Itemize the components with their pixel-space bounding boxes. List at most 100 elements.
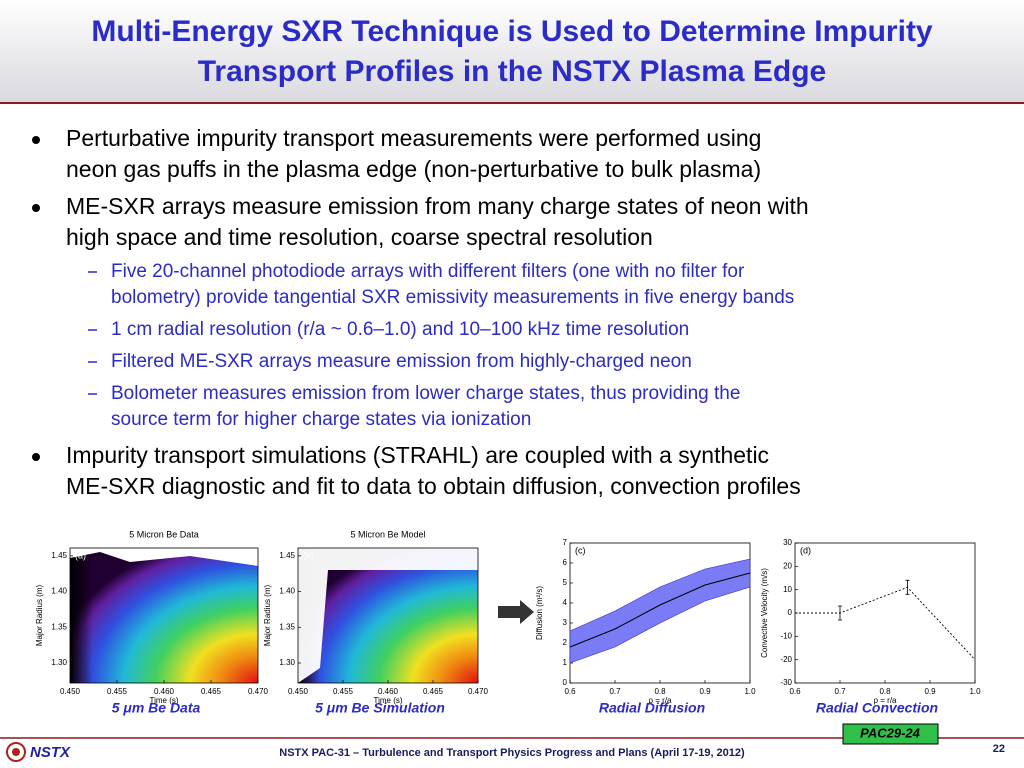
panel-tag: (a)	[75, 550, 86, 560]
x-tick-label: 0.9	[924, 687, 936, 696]
x-tick-label: 0.465	[201, 687, 222, 696]
x-tick-label: 1.0	[744, 687, 756, 696]
x-tick-label: 0.470	[468, 687, 489, 696]
y-tick-label: 1.35	[51, 622, 67, 631]
y-tick-label: 1.30	[51, 658, 67, 667]
sub-bullet-text: Bolometer measures emission from lower c…	[111, 383, 740, 404]
figure-caption: 5 μm Be Data	[112, 700, 201, 716]
x-tick-label: 0.8	[654, 687, 666, 696]
y-tick-label: 1.35	[279, 622, 295, 631]
x-tick-label: 0.8	[879, 687, 891, 696]
y-tick-label: 10	[783, 585, 792, 594]
badge	[842, 723, 939, 745]
bullet-text: neon gas puffs in the plasma edge (non-p…	[66, 156, 761, 182]
arrow	[498, 600, 534, 624]
bullet-marker	[32, 453, 40, 461]
x-axis-label: ρ = r/a	[873, 696, 897, 705]
y-tick-label: 7	[563, 538, 568, 547]
x-tick-label: 0.6	[564, 687, 576, 696]
y-tick-label: 5	[563, 578, 568, 587]
y-axis-label: Diffusion (m²/s)	[535, 586, 544, 640]
figure: (c) 0.6 0.7 0.8 0.9 1.0 0 1 2 3 4 5 6 7 ρ = r/a Diffusi…	[535, 538, 756, 716]
header-band	[0, 0, 1024, 102]
y-tick-label: -30	[780, 678, 792, 687]
heatmap-image	[298, 548, 478, 683]
y-tick-label: -10	[780, 631, 792, 640]
x-axis-label: ρ = r/a	[648, 696, 672, 705]
panel-tag: (c)	[575, 545, 586, 555]
logo-icon	[6, 742, 26, 762]
y-tick-label: 1.40	[51, 587, 67, 596]
y-tick-label: 30	[783, 538, 792, 547]
y-axis-label: Convective Velocity (m/s)	[760, 568, 769, 658]
x-tick-label: 0.450	[60, 687, 81, 696]
figure: (d) 0.6 0.7 0.8 0.9 1.0 -30 -20 -10 0 10 20 30 ρ = r/…	[760, 538, 981, 716]
y-tick-label: 1.45	[279, 551, 295, 560]
data-line	[569, 572, 751, 648]
sub-bullet-text: Filtered ME-SXR arrays measure emission …	[111, 351, 692, 372]
x-tick-label: 0.450	[288, 687, 309, 696]
x-tick-label: 0.7	[609, 687, 621, 696]
figure-title: 5 Micron Be Data	[129, 529, 199, 539]
y-tick-label: 2	[563, 638, 568, 647]
panel-tag: (b)	[303, 550, 314, 560]
title-line: Transport Profiles in the NSTX Plasma Ed…	[198, 55, 827, 88]
heatmap-image	[70, 548, 258, 683]
x-axis-label: Time (s)	[149, 696, 178, 705]
bullet-marker	[32, 204, 40, 212]
sub-bullet-text: source term for higher charge states via…	[111, 409, 531, 430]
x-tick-label: 0.460	[154, 687, 175, 696]
heatmap-image	[70, 548, 258, 566]
figure-caption: 5 μm Be Simulation	[315, 700, 445, 716]
plot-frame	[794, 542, 976, 684]
y-tick-label: -20	[780, 655, 792, 664]
x-tick-label: 0.455	[107, 687, 128, 696]
x-axis-label: Time (s)	[373, 696, 402, 705]
x-tick-label: 0.7	[834, 687, 846, 696]
sub-bullet-text: 1 cm radial resolution (r/a ~ 0.6–1.0) a…	[111, 319, 689, 340]
title-line: Multi-Energy SXR Technique is Used to De…	[91, 15, 933, 48]
error-bar	[838, 605, 842, 621]
bullet-text: ME-SXR diagnostic and fit to data to obt…	[66, 473, 801, 499]
figure: 5 Micron Be Model (b) 0.450 0.455 0.460 0.465…	[263, 529, 488, 715]
y-tick-label: 6	[563, 558, 568, 567]
x-tick-label: 0.460	[378, 687, 399, 696]
y-axis-label: Major Radius (m)	[35, 584, 44, 646]
x-tick-label: 1.0	[969, 687, 981, 696]
x-tick-label: 0.470	[248, 687, 269, 696]
logo-text: NSTX	[30, 744, 71, 761]
figure-title: 5 Micron Be Model	[350, 529, 425, 539]
y-axis-label: Major Radius (m)	[263, 584, 272, 646]
y-tick-label: 0	[788, 608, 793, 617]
bullet-text: ME-SXR arrays measure emission from many…	[66, 193, 809, 219]
data-line	[795, 586, 976, 660]
y-tick-label: 20	[783, 561, 792, 570]
bullet-text: Perturbative impurity transport measurem…	[66, 125, 761, 151]
bullet-text: high space and time resolution, coarse s…	[66, 224, 653, 250]
figure-caption: Radial Convection	[816, 700, 938, 716]
sub-bullet-text: bolometry) provide tangential SXR emissi…	[111, 287, 794, 308]
bullet-text: Impurity transport simulations (STRAHL) …	[66, 442, 769, 468]
figure-caption: Radial Diffusion	[599, 700, 705, 716]
y-tick-label: 1.30	[279, 658, 295, 667]
error-bar	[905, 579, 910, 595]
logo-icon	[12, 748, 20, 756]
x-tick-label: 0.465	[423, 687, 444, 696]
y-tick-label: 3	[563, 618, 568, 627]
y-tick-label: 1	[563, 658, 568, 667]
footer-text: NSTX PAC-31 – Turbulence and Transport P…	[279, 747, 745, 759]
y-tick-label: 1.45	[51, 551, 67, 560]
x-tick-label: 0.455	[333, 687, 354, 696]
y-tick-label: 1.40	[279, 587, 295, 596]
y-tick-label: 4	[563, 598, 568, 607]
figure: 5 Micron Be Data (a) 0.450 0.455 0.460 0.465 0…	[35, 529, 268, 715]
page-number: 22	[993, 743, 1005, 755]
badge-text: PAC29-24	[860, 725, 921, 740]
x-tick-label: 0.6	[789, 687, 801, 696]
x-tick-label: 0.9	[699, 687, 711, 696]
sub-bullet-text: Five 20-channel photodiode arrays with d…	[111, 261, 745, 282]
y-tick-label: 0	[563, 678, 568, 687]
bullet-marker	[32, 136, 40, 144]
heatmap-image	[298, 548, 478, 683]
